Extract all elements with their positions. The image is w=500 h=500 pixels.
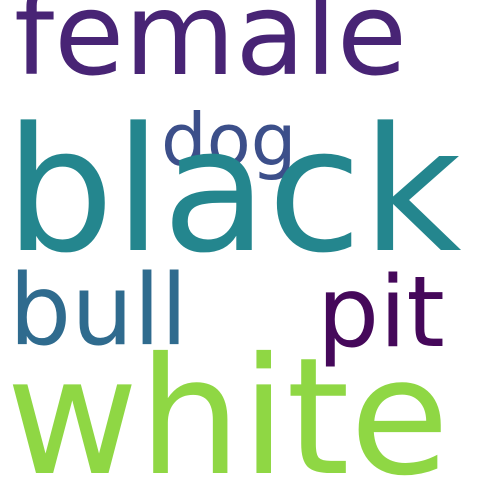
word-dog: dog [161,98,297,182]
word-bull: bull [9,254,188,368]
word-white: white [6,324,450,500]
word-female: female [14,0,407,101]
word-black: black [5,90,462,291]
word-pit: pit [317,256,445,370]
